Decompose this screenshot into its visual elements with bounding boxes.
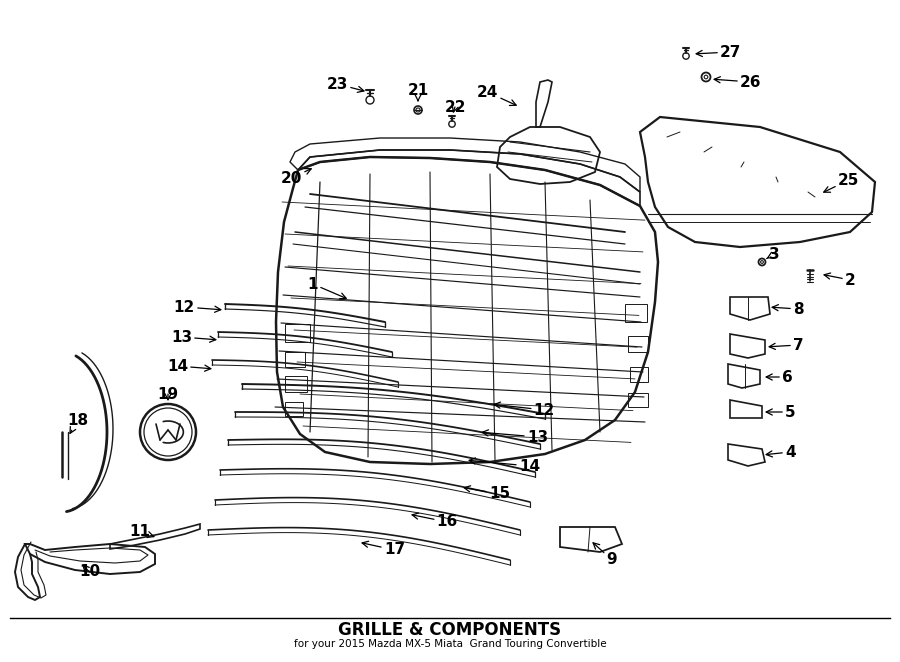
Text: 22: 22 [445,99,466,115]
Text: 16: 16 [412,513,458,530]
Text: GRILLE & COMPONENTS: GRILLE & COMPONENTS [338,621,562,639]
Text: 13: 13 [171,330,216,344]
Text: 5: 5 [766,404,796,420]
Text: 8: 8 [772,301,804,316]
Text: 14: 14 [166,359,211,373]
Text: 27: 27 [697,44,742,60]
Text: 17: 17 [362,542,405,557]
Text: 20: 20 [281,169,311,185]
Text: 11: 11 [130,524,154,540]
Text: 12: 12 [494,402,555,418]
Text: 12: 12 [174,299,220,314]
Text: 25: 25 [824,173,859,192]
Text: 14: 14 [469,458,540,473]
Text: 13: 13 [482,430,548,444]
Text: 24: 24 [477,85,517,105]
Text: 23: 23 [327,77,364,93]
Text: 1: 1 [308,277,346,299]
Text: for your 2015 Mazda MX-5 Miata  Grand Touring Convertible: for your 2015 Mazda MX-5 Miata Grand Tou… [293,639,607,649]
Text: 9: 9 [593,543,617,567]
Text: 15: 15 [464,486,510,502]
Text: 6: 6 [766,369,793,385]
Text: 3: 3 [767,246,780,261]
Text: 21: 21 [408,83,428,101]
Text: 7: 7 [770,338,804,352]
Text: 10: 10 [79,565,100,579]
Text: 19: 19 [158,387,178,401]
Text: 4: 4 [766,444,796,459]
Text: 18: 18 [67,412,88,434]
Text: 26: 26 [715,75,761,89]
Text: 2: 2 [824,273,856,287]
